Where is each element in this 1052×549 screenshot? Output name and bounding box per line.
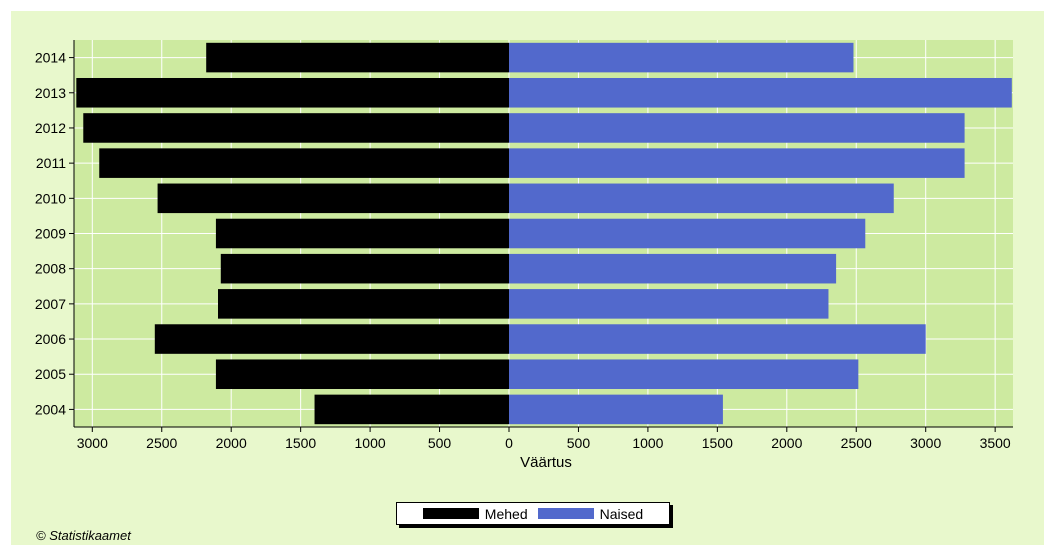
x-axis-title: Väärtus — [520, 454, 572, 471]
bar-naised-2007 — [509, 289, 829, 319]
bar-mehed-2013 — [76, 77, 509, 108]
x-tick-label: 2000 — [771, 435, 802, 451]
bar-naised-2012 — [509, 113, 965, 143]
bar-naised-2013 — [509, 77, 1012, 108]
legend-swatch-mehed — [422, 508, 479, 519]
bar-mehed-2012 — [83, 113, 510, 143]
bar-naised-2004 — [509, 394, 723, 425]
bar-mehed-2014 — [206, 42, 509, 73]
bar-naised-2006 — [509, 324, 926, 354]
bar-naised-2008 — [509, 253, 837, 284]
bar-mehed-2008 — [220, 253, 509, 284]
bar-mehed-2004 — [314, 394, 509, 425]
legend-label-naised: Naised — [599, 505, 644, 522]
y-tick-label: 2008 — [35, 261, 66, 277]
y-tick-label: 2014 — [35, 50, 66, 66]
x-tick-label: 2500 — [841, 435, 872, 451]
x-tick-label: 2500 — [146, 435, 177, 451]
x-tick-label: 3000 — [77, 435, 108, 451]
x-tick-label: 500 — [567, 435, 591, 451]
bar-mehed-2006 — [154, 324, 509, 354]
x-tick-label: 1500 — [285, 435, 316, 451]
bar-naised-2011 — [509, 148, 965, 178]
bar-mehed-2005 — [215, 359, 509, 390]
bar-naised-2005 — [509, 359, 859, 390]
chart-legend: Mehed Naised — [396, 502, 670, 525]
legend-label-mehed: Mehed — [484, 505, 528, 522]
y-tick-label: 2012 — [35, 120, 66, 136]
y-tick-label: 2010 — [35, 190, 66, 206]
legend-item-mehed: Mehed — [422, 505, 528, 522]
chart-frame: 3000 2500 2000 1500 1000 500 0 500 1000 1500 2000 2… — [11, 11, 1044, 545]
y-tick-label: 2013 — [35, 85, 66, 101]
bar-mehed-2009 — [215, 218, 509, 249]
y-tick-label: 2009 — [35, 226, 66, 242]
y-tick-label: 2005 — [35, 366, 66, 382]
x-tick-label: 1000 — [632, 435, 663, 451]
copyright-text: © Statistikaamet — [36, 528, 131, 543]
y-tick-label: 2007 — [35, 296, 66, 312]
y-tick-label: 2006 — [35, 331, 66, 347]
bar-naised-2014 — [509, 42, 854, 73]
x-tick-label: 2000 — [216, 435, 247, 451]
legend-swatch-naised — [537, 508, 594, 519]
bar-mehed-2007 — [218, 289, 509, 319]
x-tick-label: 3500 — [980, 435, 1011, 451]
x-tick-label: 1000 — [355, 435, 386, 451]
x-tick-label: 0 — [505, 435, 513, 451]
bar-mehed-2010 — [157, 183, 509, 214]
legend-item-naised: Naised — [537, 505, 644, 522]
bar-naised-2010 — [509, 183, 894, 214]
x-tick-label: 500 — [428, 435, 452, 451]
bar-mehed-2011 — [99, 148, 510, 178]
y-tick-label: 2011 — [36, 155, 66, 171]
population-pyramid-chart: 3000 2500 2000 1500 1000 500 0 500 1000 1500 2000 2… — [35, 40, 1013, 471]
x-tick-label: 1500 — [702, 435, 733, 451]
x-tick-label: 3000 — [910, 435, 941, 451]
bar-naised-2009 — [509, 218, 866, 249]
y-tick-label: 2004 — [35, 401, 66, 417]
